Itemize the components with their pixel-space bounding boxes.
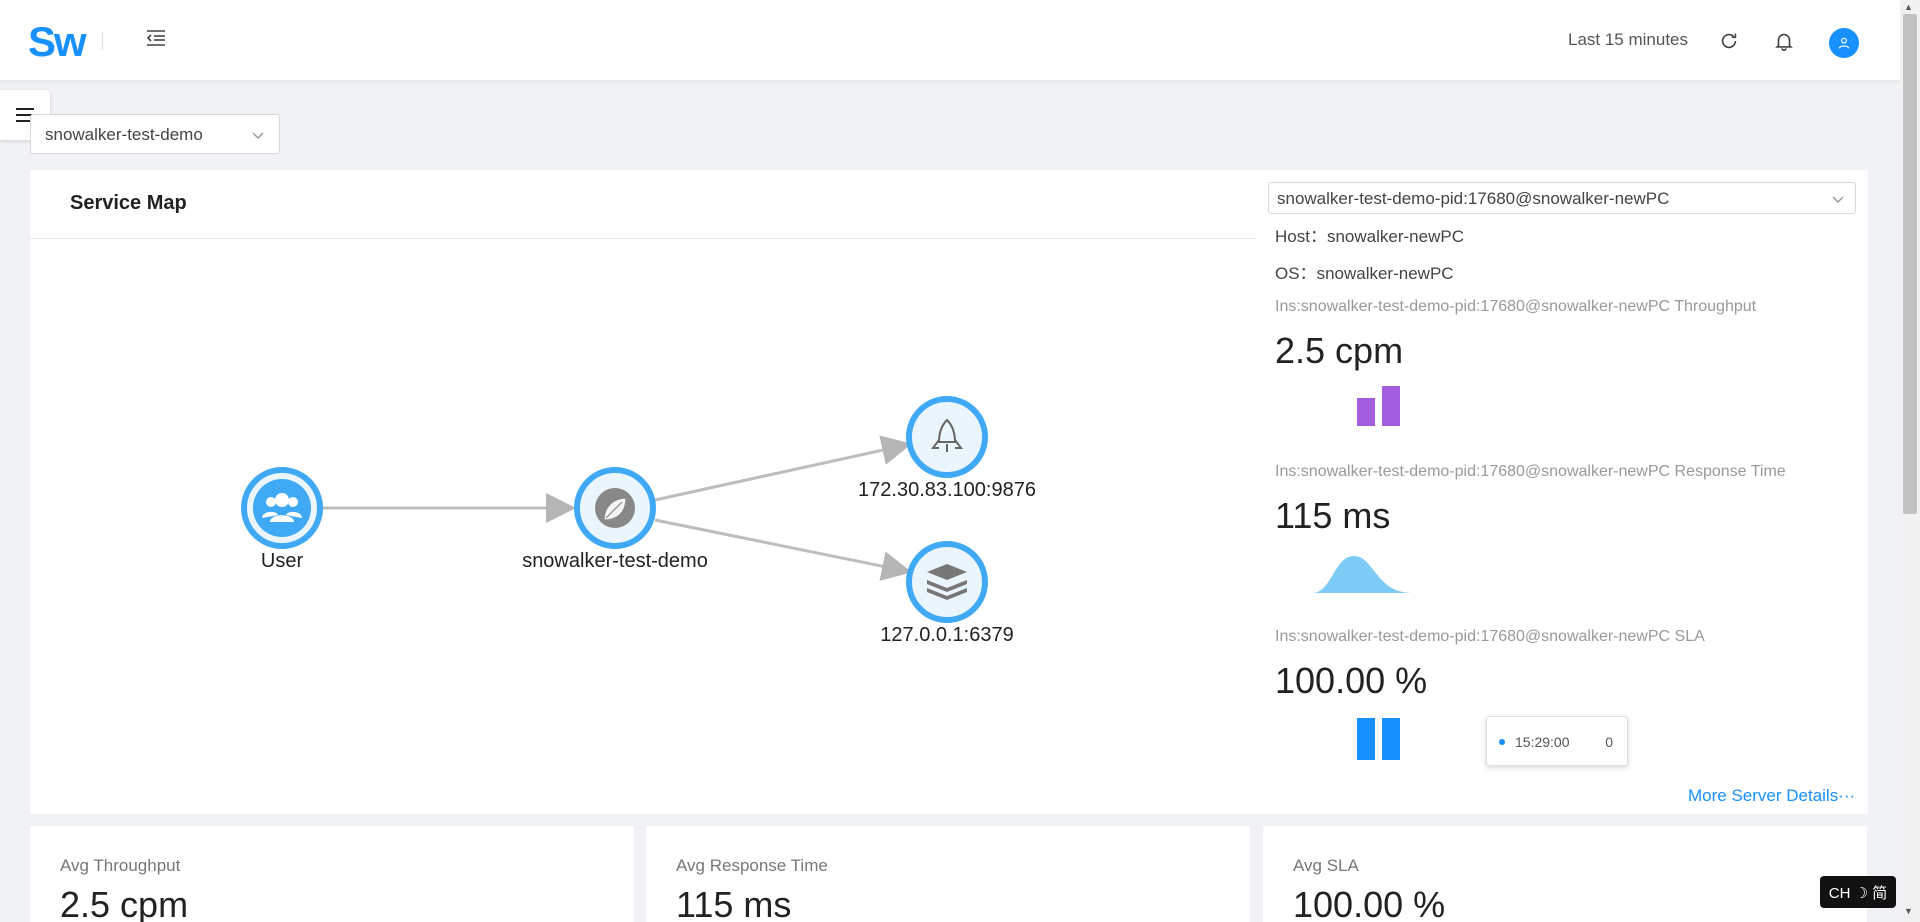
service-select[interactable]: snowalker-test-demo: [30, 114, 280, 154]
input-method-indicator[interactable]: CH ☽ 简: [1820, 876, 1896, 908]
avg-sla-card: Avg SLA 100.00 %: [1263, 826, 1867, 922]
chevron-down-icon: [251, 127, 265, 147]
tooltip-time: 15:29:00: [1515, 734, 1570, 750]
instance-throughput-label: Ins:snowalker-test-demo-pid:17680@snowal…: [1275, 298, 1757, 315]
service-select-value: snowalker-test-demo: [45, 125, 203, 144]
time-range-selector[interactable]: Last 15 minutes: [1568, 30, 1689, 49]
rocket-icon: [931, 418, 963, 452]
more-server-details-link[interactable]: More Server Details···: [1688, 786, 1856, 805]
service-map-card: Service Map User snowalke: [30, 170, 1868, 814]
spring-leaf-icon: [603, 497, 627, 521]
node-label: snowalker-test-demo: [522, 550, 708, 572]
instance-throughput-value: 2.5 cpm: [1275, 330, 1404, 371]
throughput-bar[interactable]: [1357, 398, 1375, 426]
avg-sla-label: Avg SLA: [1293, 856, 1359, 875]
scroll-up-arrow-icon[interactable]: ▲: [1904, 2, 1913, 12]
node-service[interactable]: snowalker-test-demo: [522, 467, 708, 572]
tooltip-value: 0: [1605, 734, 1613, 750]
avg-sla-value: 100.00 %: [1293, 884, 1446, 922]
instance-sla-label: Ins:snowalker-test-demo-pid:17680@snowal…: [1275, 628, 1705, 645]
service-topology-graph[interactable]: User snowalker-test-demo 172.30.83.100:9…: [30, 240, 1256, 814]
response-time-sparkline[interactable]: [1312, 548, 1442, 596]
host-value: snowalker-newPC: [1326, 227, 1464, 246]
user-avatar[interactable]: [1829, 28, 1859, 58]
host-info: Host：snowalker-newPC: [1275, 222, 1464, 247]
avg-throughput-value: 2.5 cpm: [60, 884, 189, 922]
node-user[interactable]: User: [241, 467, 323, 572]
instance-select[interactable]: snowalker-test-demo-pid:17680@snowalker-…: [1268, 182, 1856, 214]
os-info: OS：snowalker-newPC: [1275, 259, 1454, 284]
os-value: snowalker-newPC: [1316, 264, 1454, 283]
sla-sparkline[interactable]: [1350, 716, 1410, 764]
avg-throughput-label: Avg Throughput: [60, 856, 181, 875]
instance-sla-value: 100.00 %: [1275, 660, 1428, 701]
sla-bar[interactable]: [1382, 718, 1400, 760]
chart-tooltip: 15:29:00 0: [1486, 716, 1628, 766]
skywalking-logo[interactable]: Sw: [28, 18, 87, 65]
avg-throughput-card: Avg Throughput 2.5 cpm: [30, 826, 634, 922]
map-title-divider: [30, 238, 1256, 239]
node-label: User: [261, 550, 304, 572]
node-rocketmq[interactable]: 172.30.83.100:9876: [858, 396, 1036, 501]
edge-service-to-redis[interactable]: [654, 518, 912, 581]
node-label: 172.30.83.100:9876: [858, 479, 1036, 501]
edge-service-to-rocketmq[interactable]: [654, 435, 912, 502]
avg-response-time-label: Avg Response Time: [676, 856, 828, 875]
scroll-down-arrow-icon[interactable]: ▼: [1904, 906, 1913, 916]
redis-stack-icon: [927, 564, 967, 600]
instance-response-value: 115 ms: [1275, 495, 1391, 536]
bell-icon[interactable]: [1773, 30, 1795, 52]
node-label: 127.0.0.1:6379: [880, 624, 1013, 646]
scrollbar-thumb[interactable]: [1903, 14, 1917, 514]
users-icon: [262, 493, 302, 522]
service-map-title: Service Map: [70, 192, 187, 214]
throughput-sparkline[interactable]: [1350, 382, 1410, 430]
instance-select-value: snowalker-test-demo-pid:17680@snowalker-…: [1277, 189, 1670, 208]
series-dot-icon: [1499, 739, 1505, 745]
chevron-down-icon: [1831, 191, 1845, 211]
menu-fold-icon[interactable]: [144, 26, 168, 50]
throughput-bar[interactable]: [1382, 386, 1400, 426]
logo-divider: [102, 32, 103, 50]
node-redis[interactable]: 127.0.0.1:6379: [880, 541, 1014, 646]
sla-bar[interactable]: [1357, 718, 1375, 760]
reload-icon[interactable]: [1718, 30, 1740, 52]
avg-response-time-card: Avg Response Time 115 ms: [646, 826, 1250, 922]
host-label: Host：: [1275, 227, 1327, 246]
avg-response-time-value: 115 ms: [676, 884, 792, 922]
response-area[interactable]: [1312, 556, 1412, 593]
os-label: OS：: [1275, 264, 1317, 283]
instance-response-label: Ins:snowalker-test-demo-pid:17680@snowal…: [1275, 463, 1786, 480]
top-bar: Sw Last 15 minutes: [0, 0, 1900, 80]
